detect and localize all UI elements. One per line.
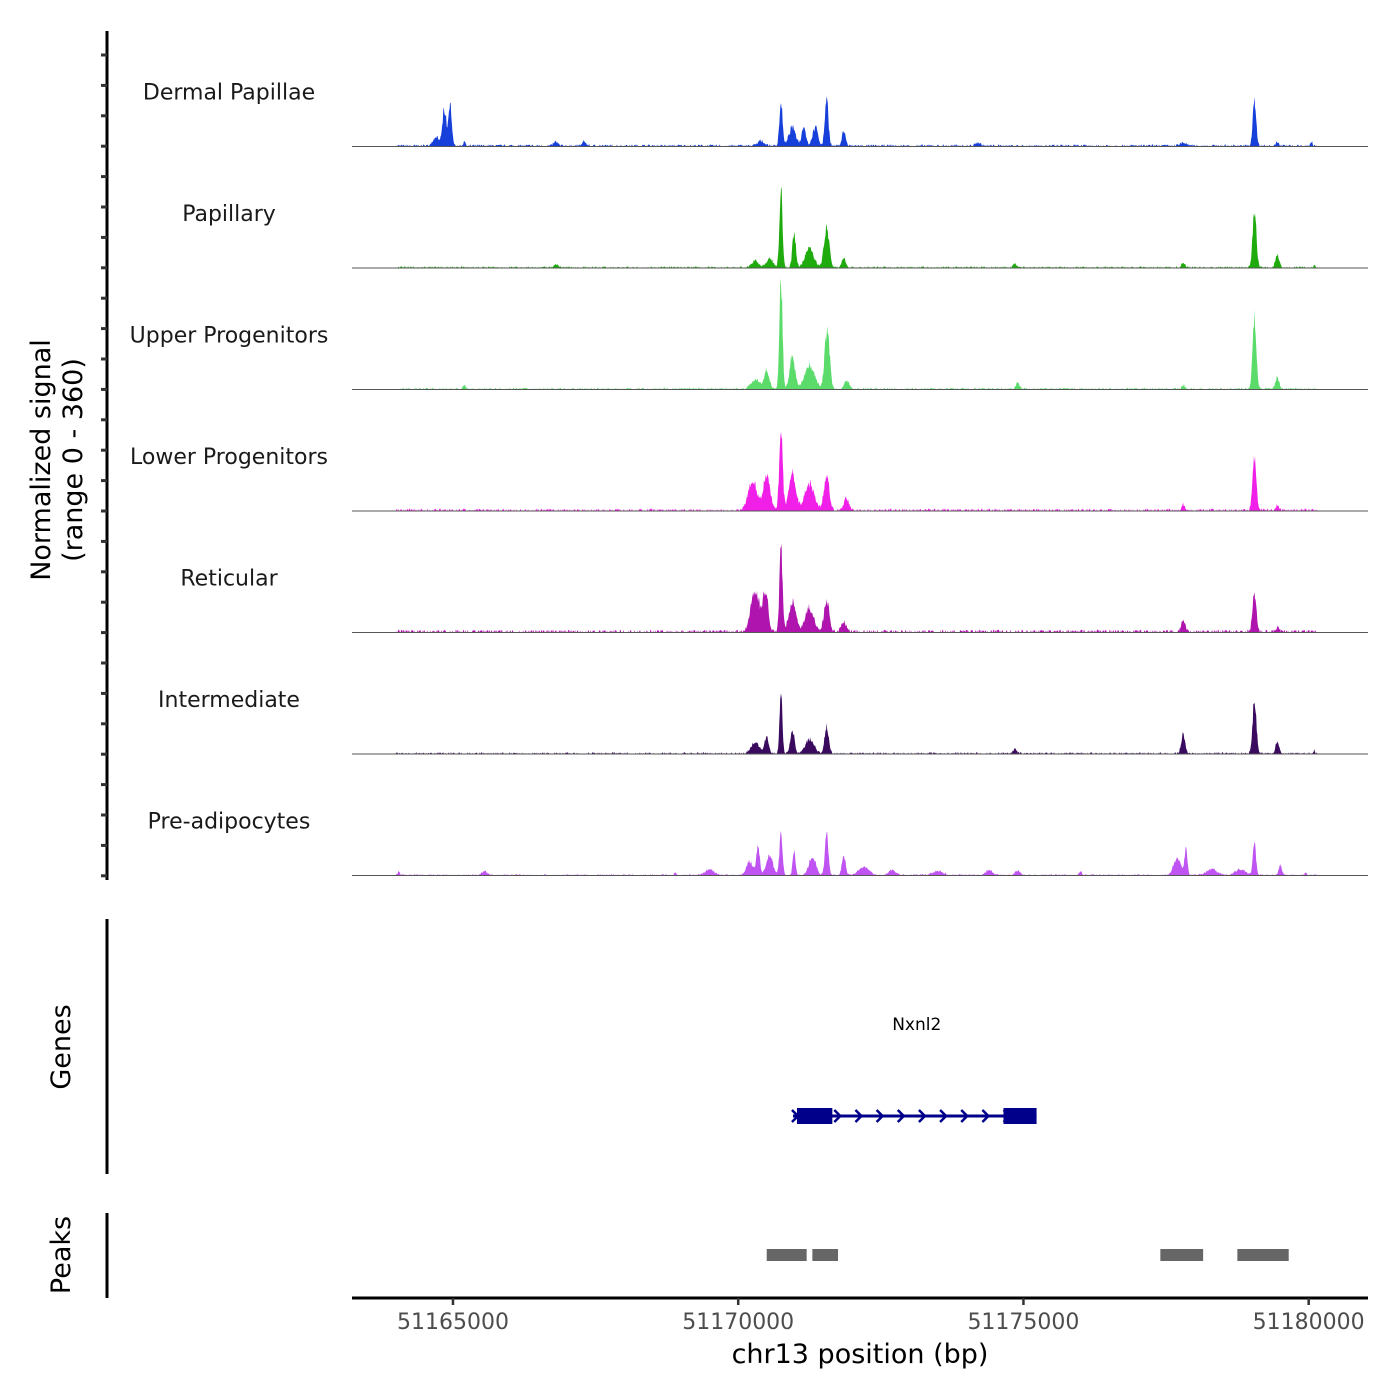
x-tick-label: 51165000: [397, 1310, 509, 1335]
coverage-area: [395, 693, 1318, 754]
gene-exon: [1003, 1108, 1037, 1124]
strand-arrow-icon: [875, 1109, 885, 1123]
strand-arrow-icon: [981, 1109, 991, 1123]
y-axis-title: Normalized signal (range 0 - 360): [26, 339, 89, 581]
x-axis-title: chr13 position (bp): [732, 1339, 989, 1370]
gene-track: Nxnl2: [791, 1015, 1037, 1124]
track-upper-progenitors: Upper Progenitors: [130, 278, 1368, 390]
track-label: Reticular: [180, 567, 278, 592]
y-axis-title-line-1: Normalized signal: [26, 339, 57, 581]
track-dermal-papillae: Dermal Papillae: [143, 81, 1368, 147]
peak-region: [766, 1249, 807, 1261]
track-label: Papillary: [182, 202, 276, 227]
track-label: Intermediate: [158, 688, 300, 713]
gene-label: Nxnl2: [892, 1015, 941, 1035]
strand-arrow-icon: [833, 1109, 843, 1123]
track-reticular: Reticular: [180, 543, 1368, 633]
track-label: Dermal Papillae: [143, 81, 315, 106]
track-intermediate: Intermediate: [158, 688, 1368, 755]
coverage-area: [395, 831, 1318, 876]
strand-arrow-icon: [854, 1109, 864, 1123]
coverage-area: [395, 278, 1318, 390]
coverage-area: [395, 186, 1318, 268]
track-label: Upper Progenitors: [130, 324, 329, 349]
strand-arrow-icon: [896, 1109, 906, 1123]
peaks-y-axis-title: Peaks: [46, 1216, 77, 1294]
genes-axis-label: Genes: [46, 1004, 77, 1089]
track-label: Lower Progenitors: [130, 445, 328, 470]
peak-region: [812, 1249, 839, 1261]
coverage-area: [395, 96, 1318, 147]
x-tick-label: 51170000: [682, 1310, 794, 1335]
coverage-area: [395, 543, 1318, 633]
track-label: Pre-adipocytes: [148, 810, 311, 835]
strand-arrow-icon: [960, 1109, 970, 1123]
gene-nxnl2: Nxnl2: [791, 1015, 1037, 1124]
peak-track: [766, 1249, 1289, 1261]
y-axis-title-line-2: (range 0 - 360): [58, 358, 89, 562]
track-papillary: Papillary: [182, 186, 1368, 269]
coverage-tracks: Dermal Papillae Papillary Upper Progenitor…: [130, 81, 1368, 876]
x-tick-label: 51180000: [1253, 1310, 1365, 1335]
peaks-axis-label: Peaks: [46, 1216, 77, 1294]
track-pre-adipocytes: Pre-adipocytes: [148, 810, 1368, 876]
strand-arrow-icon: [939, 1109, 948, 1123]
signal-y-ticks: [101, 53, 107, 878]
strand-arrow-icon: [918, 1109, 927, 1123]
x-axis-ticks: 51165000 51170000 51175000 51180000: [397, 1298, 1365, 1335]
peak-region: [1160, 1249, 1204, 1261]
peak-region: [1237, 1249, 1289, 1261]
gene-exon: [796, 1108, 833, 1124]
genes-y-axis-title: Genes: [46, 1004, 77, 1089]
track-lower-progenitors: Lower Progenitors: [130, 431, 1368, 512]
coverage-area: [395, 431, 1318, 511]
x-tick-label: 51175000: [967, 1310, 1079, 1335]
